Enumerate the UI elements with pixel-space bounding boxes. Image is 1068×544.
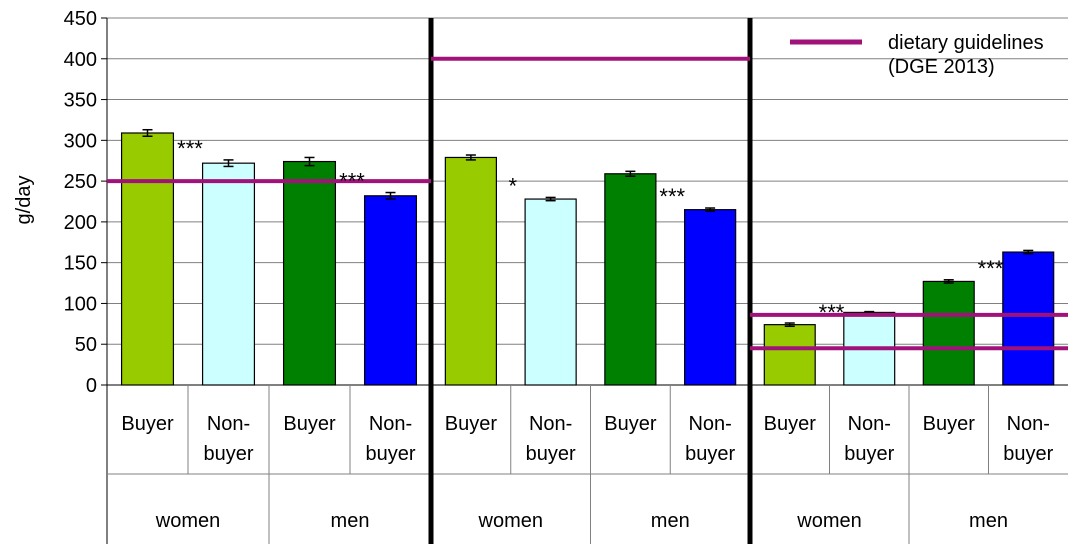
significance-label: *** [339, 169, 365, 194]
legend-label: dietary guidelines (DGE 2013) [888, 32, 1044, 78]
bar-label-line: buyer [365, 443, 415, 465]
significance-label: * [508, 173, 517, 198]
bar [201, 162, 256, 386]
bar [1002, 251, 1055, 386]
significance-label: *** [659, 184, 685, 209]
guideline-lines [107, 56, 1068, 351]
bar-label: Non-buyer [685, 413, 735, 465]
legend-label-line: dietary guidelines [888, 32, 1044, 54]
category-axis: Buyer Non-buyer Buyer Non-buyer women men Buye… [121, 413, 1053, 532]
significance-label: *** [819, 300, 845, 325]
bars [120, 128, 1055, 386]
y-tick-label: 400 [64, 49, 97, 71]
bar-label: Buyer [283, 413, 336, 435]
bar-label-line: buyer [685, 443, 735, 465]
y-tick-label: 100 [64, 293, 97, 315]
bar [444, 156, 497, 386]
legend: dietary guidelines (DGE 2013) [790, 32, 1044, 78]
group-label: women [478, 510, 543, 532]
bar [363, 195, 418, 386]
axes: 0 50 100 150 200 250 300 350 400 450 [64, 8, 1068, 544]
bar-label-line: Buyer [923, 413, 976, 435]
bar-label-line: Buyer [604, 413, 657, 435]
bar [763, 324, 816, 386]
bar-label-line: Non- [369, 413, 412, 435]
y-tick-label: 50 [75, 334, 97, 356]
bar [922, 280, 975, 386]
y-tick-label: 150 [64, 253, 97, 275]
y-tick-label: 250 [64, 171, 97, 193]
y-tick-label: 200 [64, 212, 97, 234]
bar-label-line: Non- [848, 413, 891, 435]
bar-label: Buyer [764, 413, 817, 435]
bar [524, 198, 577, 386]
bar-label: Non-buyer [844, 413, 894, 465]
bar-label: Buyer [445, 413, 498, 435]
bar-label-line: buyer [1003, 443, 1053, 465]
significance-label: *** [978, 256, 1004, 281]
group-label: women [155, 510, 220, 532]
y-tick-label: 300 [64, 130, 97, 152]
bar-label: Buyer [923, 413, 976, 435]
significance-annotations: ****** * ********* [177, 136, 1004, 325]
bar-label-line: Non- [529, 413, 572, 435]
bar [282, 160, 337, 386]
bar [604, 173, 657, 386]
bar-label-line: Non- [1007, 413, 1050, 435]
bar-label-line: buyer [844, 443, 894, 465]
bar-label-line: Buyer [121, 413, 174, 435]
bar [120, 132, 175, 386]
y-tick-label: 0 [86, 375, 97, 397]
group-label: women [796, 510, 861, 532]
bar-label: Buyer [604, 413, 657, 435]
y-tick-label: 450 [64, 8, 97, 30]
bar-label: Non-buyer [365, 413, 415, 465]
y-tick-label: 350 [64, 90, 97, 112]
legend-label-line: (DGE 2013) [888, 56, 995, 78]
significance-label: *** [177, 136, 203, 161]
bar-label: Non-buyer [526, 413, 576, 465]
bar-label-line: buyer [203, 443, 253, 465]
bar [684, 209, 737, 386]
bar-label: Non-buyer [203, 413, 253, 465]
group-label: men [969, 510, 1008, 532]
bar-label-line: buyer [526, 443, 576, 465]
bar-label-line: Buyer [283, 413, 336, 435]
y-axis-label: g/day [13, 176, 35, 225]
bar-label-line: Non- [688, 413, 731, 435]
bar-label-line: Buyer [764, 413, 817, 435]
bar-label-line: Buyer [445, 413, 498, 435]
bar-label: Non-buyer [1003, 413, 1053, 465]
group-label: men [331, 510, 370, 532]
bar-label: Buyer [121, 413, 174, 435]
bar-label-line: Non- [207, 413, 250, 435]
group-label: men [651, 510, 690, 532]
